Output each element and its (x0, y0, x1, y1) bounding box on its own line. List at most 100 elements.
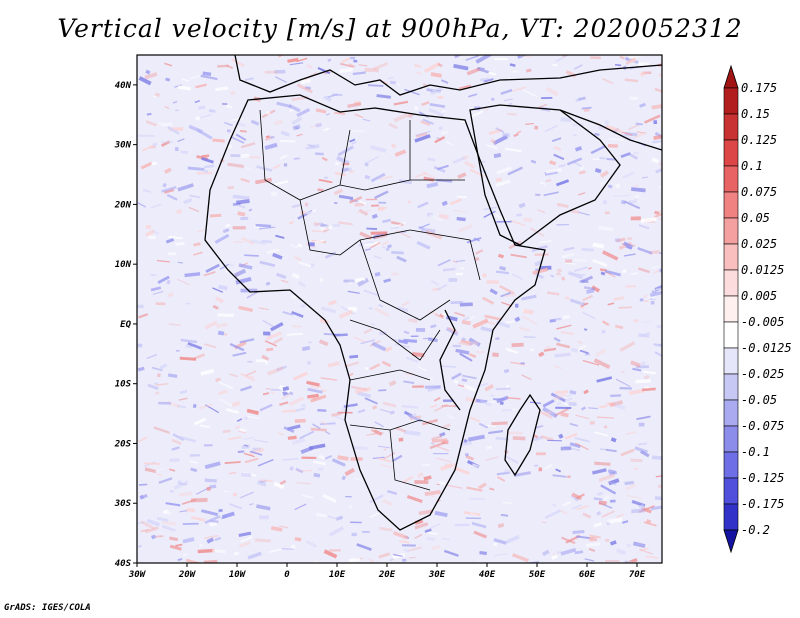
velocity-speckle (370, 172, 386, 183)
velocity-speckle (265, 135, 270, 139)
velocity-speckle (628, 153, 638, 160)
velocity-speckle (182, 537, 195, 544)
velocity-speckle (354, 477, 363, 482)
velocity-speckle (247, 361, 253, 363)
velocity-speckle (403, 380, 415, 384)
velocity-speckle (459, 302, 473, 307)
velocity-speckle (205, 263, 220, 273)
colorbar-label: -0.2 (741, 523, 770, 537)
velocity-speckle (641, 361, 646, 366)
velocity-speckle (304, 202, 309, 207)
velocity-speckle (496, 320, 511, 329)
velocity-speckle (240, 142, 256, 149)
velocity-speckle (359, 200, 367, 205)
velocity-speckle (441, 200, 448, 207)
velocity-speckle (542, 399, 555, 408)
velocity-speckle (235, 133, 247, 141)
velocity-speckle (166, 193, 178, 201)
velocity-speckle (658, 183, 662, 189)
velocity-speckle (238, 305, 253, 313)
velocity-speckle (643, 374, 650, 380)
velocity-speckle (469, 498, 485, 500)
velocity-speckle (144, 462, 160, 465)
velocity-speckle (544, 463, 554, 471)
velocity-speckle (613, 296, 625, 301)
x-tick-label: 30E (428, 570, 446, 580)
velocity-speckle (414, 522, 429, 530)
velocity-speckle (365, 198, 378, 201)
colorbar-label: -0.05 (741, 393, 777, 407)
velocity-speckle (594, 168, 602, 174)
velocity-speckle (402, 475, 414, 484)
velocity-speckle (177, 85, 192, 91)
velocity-speckle (308, 341, 312, 344)
velocity-speckle (374, 307, 390, 318)
velocity-speckle (273, 481, 285, 490)
velocity-speckle (590, 145, 606, 155)
velocity-speckle (542, 549, 550, 557)
velocity-speckle (270, 391, 275, 395)
velocity-speckle (447, 327, 458, 334)
velocity-speckle (240, 372, 256, 382)
velocity-speckle (423, 176, 435, 182)
velocity-speckle (177, 183, 194, 192)
velocity-speckle (507, 431, 523, 435)
velocity-speckle (538, 239, 552, 244)
velocity-speckle (337, 455, 349, 461)
velocity-speckle (254, 538, 271, 543)
velocity-speckle (364, 248, 371, 251)
velocity-speckle (638, 504, 645, 510)
velocity-speckle (496, 166, 512, 175)
velocity-speckle (493, 152, 502, 159)
velocity-speckle (214, 536, 222, 542)
velocity-speckle (430, 72, 442, 78)
velocity-speckle (477, 66, 485, 70)
velocity-speckle (592, 158, 607, 161)
velocity-speckle (212, 304, 219, 310)
velocity-speckle (334, 161, 340, 166)
velocity-speckle (642, 294, 648, 299)
velocity-speckle (393, 113, 409, 123)
velocity-speckle (576, 535, 590, 540)
velocity-speckle (158, 477, 173, 484)
velocity-speckle (159, 363, 168, 370)
velocity-speckle (183, 197, 193, 205)
velocity-speckle (453, 379, 459, 384)
velocity-speckle (601, 320, 610, 326)
velocity-speckle (423, 61, 441, 73)
velocity-speckle (627, 55, 643, 60)
velocity-speckle (530, 348, 534, 352)
velocity-speckle (602, 200, 608, 205)
velocity-speckle (442, 267, 456, 272)
velocity-speckle (164, 167, 172, 174)
velocity-speckle (187, 342, 203, 350)
velocity-speckle (406, 356, 419, 364)
velocity-speckle (391, 454, 403, 463)
velocity-speckle (348, 558, 360, 562)
velocity-speckle (341, 57, 351, 64)
velocity-speckle (206, 486, 211, 491)
velocity-speckle (493, 398, 506, 401)
velocity-speckle (472, 318, 489, 329)
velocity-speckle (537, 209, 546, 214)
velocity-speckle (619, 341, 636, 352)
velocity-speckle (432, 89, 443, 94)
velocity-speckle (488, 71, 497, 76)
velocity-speckle (233, 241, 244, 243)
velocity-speckle (239, 204, 246, 209)
velocity-speckle (620, 152, 631, 159)
velocity-speckle (478, 422, 489, 429)
velocity-speckle (438, 213, 449, 220)
velocity-speckle (452, 260, 458, 264)
velocity-speckle (626, 543, 632, 548)
coastlines (204, 55, 662, 531)
x-tick-label: 60E (579, 570, 596, 580)
velocity-speckle (156, 124, 161, 126)
y-tick-label: 20N (114, 200, 132, 210)
velocity-speckle (562, 500, 572, 507)
velocity-speckle (224, 333, 228, 336)
velocity-speckle (306, 380, 320, 387)
velocity-speckle (184, 272, 201, 278)
velocity-speckle (270, 526, 283, 532)
velocity-speckle (320, 420, 328, 426)
